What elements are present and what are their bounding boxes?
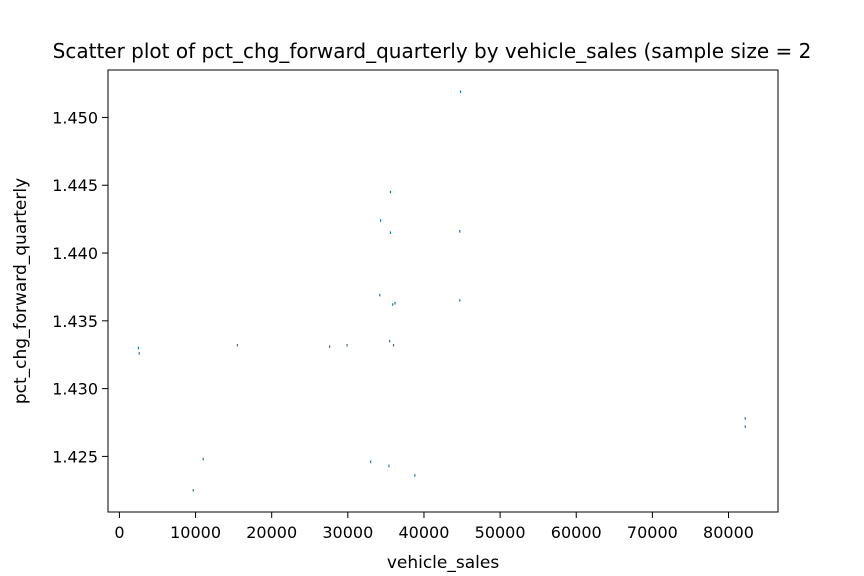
data-point xyxy=(192,489,194,492)
data-point xyxy=(370,460,372,464)
data-point xyxy=(202,457,204,461)
y-tick-label: 1.430 xyxy=(52,380,98,399)
data-point xyxy=(459,230,461,233)
y-tick-label: 1.425 xyxy=(52,447,98,466)
y-tick-label: 1.435 xyxy=(52,312,98,331)
data-point xyxy=(392,343,395,347)
data-point xyxy=(744,417,746,420)
x-tick-label: 30000 xyxy=(322,523,373,542)
data-point xyxy=(459,90,462,93)
x-tick-label: 0 xyxy=(114,523,124,542)
x-tick-label: 80000 xyxy=(703,523,754,542)
y-tick-label: 1.445 xyxy=(52,176,98,195)
chart-title: Scatter plot of pct_chg_forward_quarterl… xyxy=(53,39,812,63)
data-point xyxy=(346,343,348,347)
data-point xyxy=(379,293,381,297)
x-tick-label: 40000 xyxy=(399,523,450,542)
data-point xyxy=(744,425,746,428)
x-tick-label: 60000 xyxy=(551,523,602,542)
x-tick-label: 10000 xyxy=(170,523,221,542)
data-point xyxy=(389,190,392,194)
data-point xyxy=(389,231,392,234)
x-axis-ticks: 0 10000 20000 30000 40000 50000 60000 70000 8000… xyxy=(114,512,754,542)
data-point xyxy=(394,301,396,305)
data-point xyxy=(328,345,331,348)
data-point xyxy=(388,464,390,468)
x-tick-label: 70000 xyxy=(627,523,678,542)
x-axis-label: vehicle_sales xyxy=(387,553,500,573)
data-point xyxy=(138,352,140,355)
data-point xyxy=(414,474,416,477)
data-point xyxy=(459,299,461,302)
y-tick-label: 1.440 xyxy=(52,244,98,263)
data-point xyxy=(379,219,382,222)
plot-frame xyxy=(107,69,779,513)
data-point xyxy=(137,346,140,350)
y-tick-label: 1.450 xyxy=(52,108,98,127)
data-point xyxy=(236,343,239,347)
y-axis-label: pct_chg_forward_quarterly xyxy=(11,178,31,404)
scatter-points xyxy=(137,90,746,492)
data-point xyxy=(392,303,394,306)
data-point xyxy=(389,339,391,343)
x-tick-label: 20000 xyxy=(246,523,297,542)
y-axis-ticks: 1.425 1.430 1.435 1.440 1.445 1.450 xyxy=(52,108,108,466)
x-tick-label: 50000 xyxy=(475,523,526,542)
